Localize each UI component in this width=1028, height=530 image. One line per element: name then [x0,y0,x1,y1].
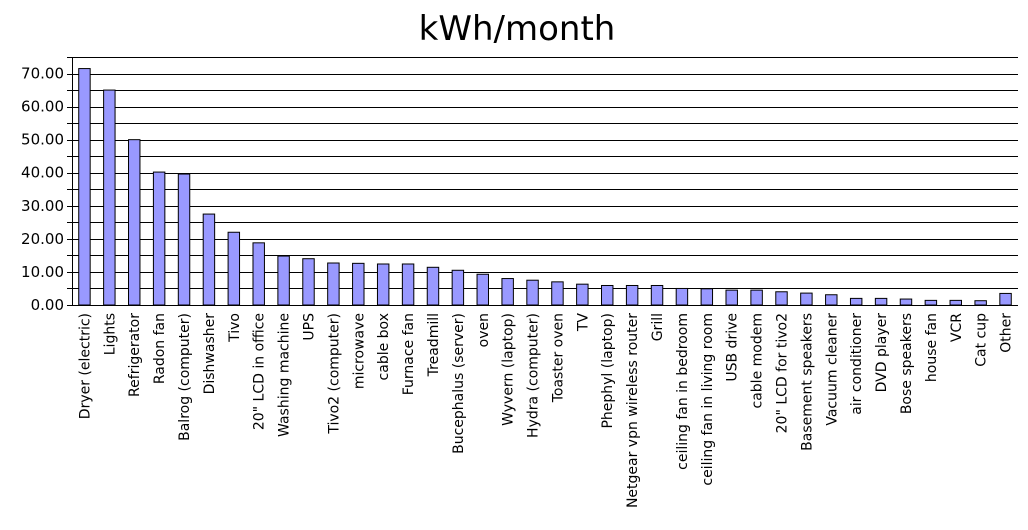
category-label: Phephyl (laptop) [600,313,616,429]
category-label: Basement speakers [799,313,815,451]
category-label: 20" LCD for tivo2 [775,313,791,433]
y-tick-label: 60.00 [21,98,64,116]
category-label: Furnace fan [401,313,417,395]
category-label: Other [999,313,1015,353]
bar [800,292,813,306]
bar [601,284,614,306]
bar [426,266,440,306]
bar [252,242,265,306]
bar [78,68,91,306]
bars [78,68,1012,306]
bar [849,297,863,306]
category-label: 20" LCD in office [252,313,268,430]
category-label: ceiling fan in bedroom [675,313,691,470]
y-tick-label: 20.00 [21,230,64,248]
category-label: Cat cup [974,313,990,367]
bar [177,173,191,306]
category-label: Lights [102,313,118,355]
bar [700,288,714,306]
bar [625,284,639,306]
category-label: Dishwasher [202,313,218,395]
bar [999,292,1012,306]
category-label: DVD player [874,313,890,393]
category-label: oven [476,313,492,347]
category-label: Bucephalus (server) [451,313,467,454]
gridlines [72,57,1018,306]
bar [152,171,166,306]
category-label: Balrog (computer) [177,313,193,441]
category-label: UPS [302,313,318,341]
y-tick-label: 30.00 [21,197,64,215]
y-tick-label: 70.00 [21,65,64,83]
bar [327,262,340,306]
bar [750,289,763,306]
bar [526,279,539,306]
bar [725,289,738,306]
category-label: cable modem [750,313,766,408]
bar [775,291,788,306]
category-label: Netgear vpn wireless router [625,313,641,508]
bar [974,300,987,306]
bar [451,269,465,306]
category-label: VCR [949,313,965,342]
axes [72,57,1018,306]
bar [924,299,938,306]
bar [675,287,689,306]
category-labels: Dryer (electric) Lights Refrigerator Radon … [77,313,1014,508]
category-label: Radon fan [152,313,168,384]
bar [476,273,489,306]
category-label: Bose speakers [899,313,915,414]
bar [376,263,390,306]
bar [949,299,962,306]
category-label: Wyvern (laptop) [501,313,517,426]
category-label: Refrigerator [127,313,143,397]
category-label: air conditioner [849,313,865,415]
bar [277,255,290,306]
y-tick-label: 10.00 [21,263,64,281]
y-tick-label: 50.00 [21,131,64,149]
category-label: Tivo [227,313,243,343]
bar [202,213,216,306]
y-tick-label: 0.00 [31,296,64,314]
y-axis-ticks: 0.00 10.00 20.00 30.00 40.00 50.00 60.00 70.00 [21,57,72,314]
bar [551,281,564,306]
category-label: Toaster oven [550,313,566,403]
bar [401,263,415,306]
bar [650,284,664,306]
category-label: cable box [376,313,392,380]
category-label: Washing machine [277,313,293,437]
bar [302,258,315,306]
category-label: TV [575,313,591,333]
bar [825,294,838,306]
category-label: Vacuum cleaner [824,313,840,426]
bar [501,278,514,306]
bar [128,139,141,306]
y-tick-label: 40.00 [21,164,64,182]
category-label: Dryer (electric) [77,313,93,419]
bar [227,231,241,306]
category-label: house fan [924,313,940,382]
bar [874,297,888,306]
category-label: USB drive [725,313,741,382]
category-label: Treadmill [426,313,442,377]
bar [352,262,365,306]
bar [576,283,589,306]
category-label: ceiling fan in living room [700,313,716,486]
chart-title: kWh/month [419,9,616,49]
bar [103,89,116,306]
category-label: Hydra (computer) [526,313,542,438]
category-label: Grill [650,313,666,341]
bar [899,298,913,306]
category-label: Tivo2 (computer) [326,313,342,435]
category-label: microwave [351,313,367,389]
